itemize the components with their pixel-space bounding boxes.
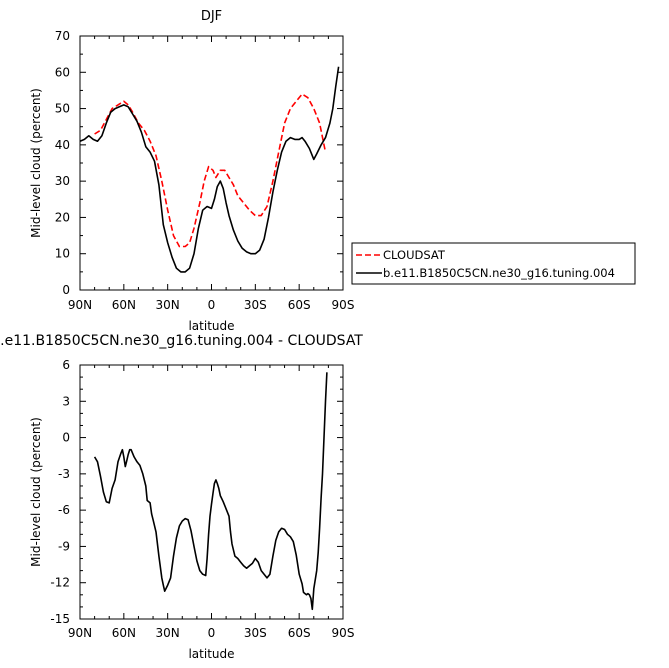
- y-tick-label: -9: [58, 539, 70, 553]
- y-tick-label: -12: [50, 576, 70, 590]
- y-tick-label: 0: [62, 431, 70, 445]
- chart-djf-mid-level-cloud: 90N 60N 30N 0 30S 60S 90S 0 10 20 30 40 50 60 70 DJF lat…: [29, 9, 354, 333]
- x-tick-label: 30N: [156, 298, 180, 312]
- x-axis-label: latitude: [188, 319, 234, 333]
- y-tick-label: 0: [62, 283, 70, 297]
- legend-label: b.e11.B1850C5CN.ne30_g16.tuning.004: [383, 266, 615, 280]
- x-tick-label: 90S: [332, 626, 355, 640]
- x-tick-label: 60N: [112, 626, 136, 640]
- legend-box: [351, 242, 636, 285]
- y-axis-label: Mid-level cloud (percent): [29, 417, 43, 567]
- x-tick-label: 60S: [288, 298, 311, 312]
- y-tick-label: 30: [55, 174, 70, 188]
- plot-frame: [79, 35, 344, 291]
- x-tick-label: 90N: [68, 626, 92, 640]
- y-tick-label: 40: [55, 138, 70, 152]
- y-tick-label: -3: [58, 467, 70, 481]
- y-tick-label: 60: [55, 65, 70, 79]
- y-tick-label: 10: [55, 247, 70, 261]
- chart-model-minus-cloudsat: 90N 60N 30N 0 30S 60S 90S -15 -12 -9 -6 -3 0 3 6 .e11.B…: [0, 333, 363, 661]
- y-tick-label: -15: [50, 612, 70, 626]
- y-tick-label: 70: [55, 29, 70, 43]
- x-tick-label: 0: [208, 298, 216, 312]
- x-tick-label: 30S: [244, 298, 267, 312]
- y-axis-label: Mid-level cloud (percent): [29, 88, 43, 238]
- x-tick-label: 60S: [288, 626, 311, 640]
- x-tick-label: 30N: [156, 626, 180, 640]
- chart-title: DJF: [201, 9, 222, 24]
- series-line-cloudsat: [94, 93, 327, 248]
- y-tick-label: -6: [58, 503, 70, 517]
- legend: CLOUDSAT b.e11.B1850C5CN.ne30_g16.tuning.…: [351, 242, 636, 285]
- y-tick-label: 20: [55, 210, 70, 224]
- chart-title: .e11.B1850C5CN.ne30_g16.tuning.004 - CLO…: [0, 333, 363, 349]
- x-axis-label: latitude: [188, 647, 234, 661]
- y-tick-label: 50: [55, 102, 70, 116]
- x-tick-label: 30S: [244, 626, 267, 640]
- x-tick-label: 90N: [68, 298, 92, 312]
- x-tick-label: 60N: [112, 298, 136, 312]
- x-tick-label: 0: [208, 626, 216, 640]
- plot-frame: [79, 364, 344, 620]
- y-tick-label: 3: [62, 394, 70, 408]
- legend-label: CLOUDSAT: [383, 248, 446, 262]
- y-tick-label: 6: [62, 358, 70, 372]
- series-line-model: [93, 372, 328, 611]
- series-line-model: [79, 66, 340, 273]
- x-tick-label: 90S: [332, 298, 355, 312]
